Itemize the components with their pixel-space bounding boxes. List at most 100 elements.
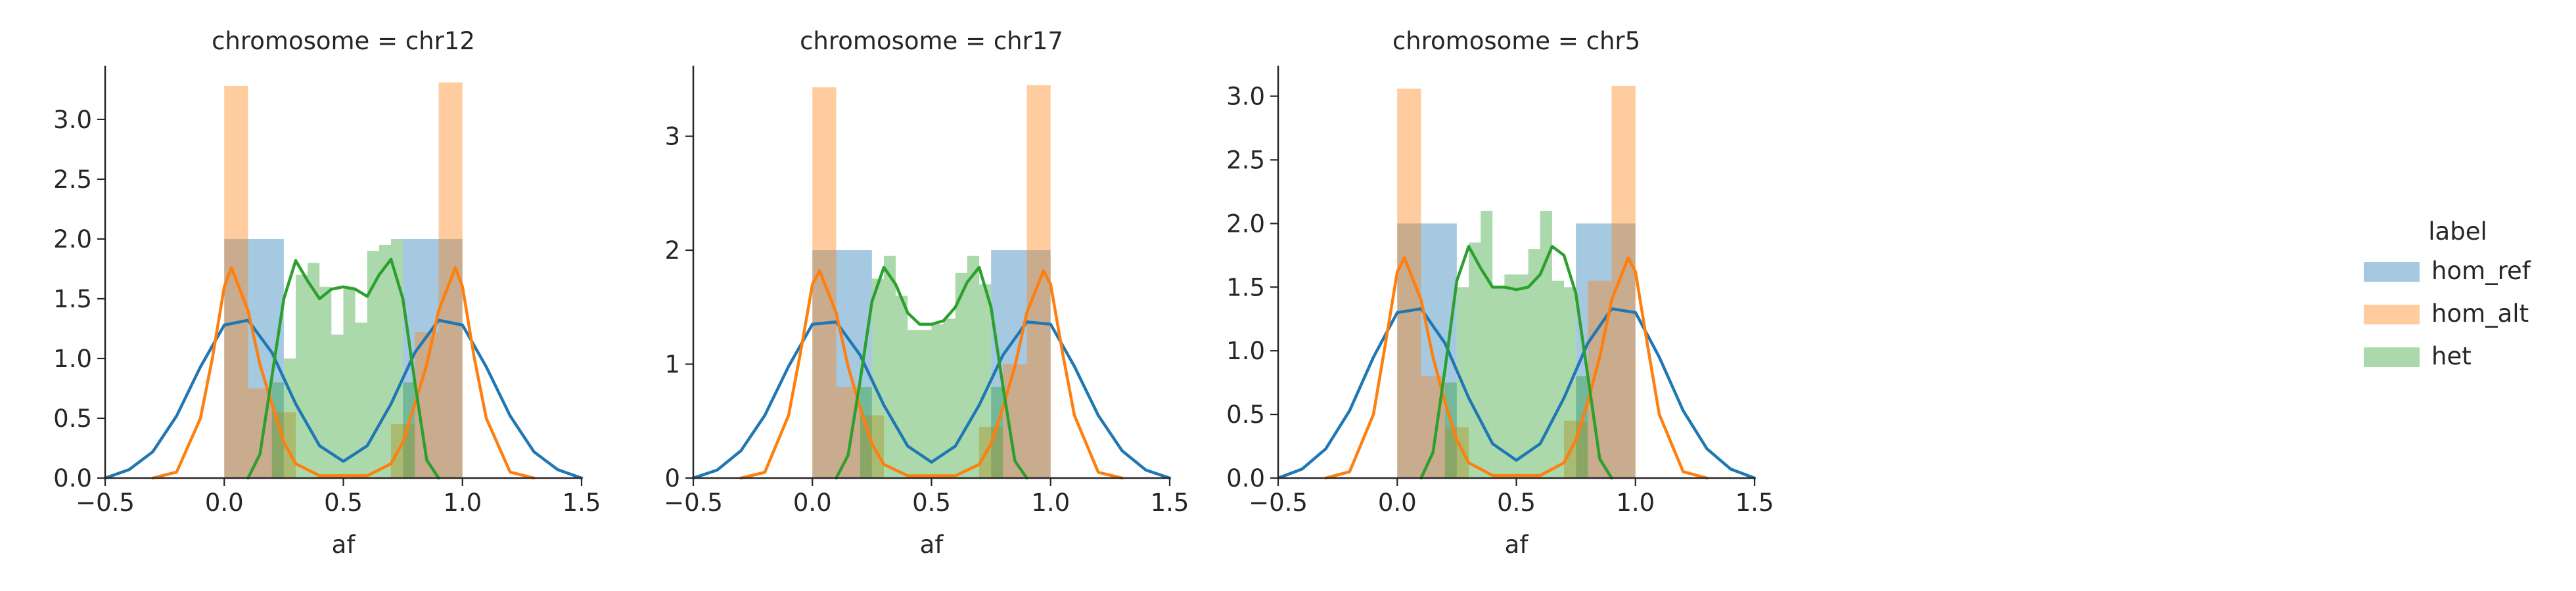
x-axis-label: af: [1505, 531, 1529, 559]
hist-bar-hom_alt-3: [1564, 420, 1588, 478]
y-tick-label: 0.5: [1226, 401, 1265, 429]
hist-bar-het-9: [379, 245, 391, 478]
hist-bar-het-8: [1540, 210, 1552, 478]
kde-line-het: [1419, 244, 1613, 480]
x-tick-label: 0.0: [1378, 489, 1417, 517]
x-tick-label: 0.5: [324, 489, 363, 517]
y-tick-label: 1.5: [1226, 273, 1265, 301]
x-tick-label: 1.0: [443, 489, 482, 517]
hist-bar-het-7: [1528, 249, 1540, 478]
hist-bar-hom_alt-5: [1611, 86, 1636, 479]
kde-line-hom_ref: [103, 318, 584, 480]
hist-bar-het-8: [367, 251, 379, 478]
hist-bar-het-6: [931, 324, 944, 478]
facet-panels: −0.5 0.0 0.5 1.0 1.50.00.51.01.52.02.53.0chr…: [53, 27, 1774, 559]
hist-bar-het-4: [319, 286, 332, 478]
hist-bar-het-5: [919, 330, 932, 478]
y-tick-label: 0.0: [1226, 464, 1265, 492]
x-axis-label: af: [920, 531, 944, 559]
x-tick-label: 0.0: [205, 489, 244, 517]
hist-bar-het-2: [1469, 242, 1481, 478]
hist-bar-het-2: [884, 255, 896, 478]
y-tick-label: 1.5: [53, 285, 92, 313]
hist-bar-hom_alt-0: [1397, 88, 1421, 478]
legend-swatch: [2364, 262, 2420, 282]
hist-bar-het-5: [1504, 274, 1517, 478]
y-tick-label: 0.0: [53, 464, 92, 492]
hist-bar-het-3: [896, 296, 908, 478]
x-tick-label: 0.0: [793, 489, 832, 517]
y-tick-label: 3: [664, 123, 680, 151]
kde-line-hom_alt: [739, 269, 1124, 480]
hist-bar-het-1: [871, 278, 884, 478]
y-tick-label: 1.0: [1226, 337, 1265, 365]
y-tick-label: 3.0: [53, 106, 92, 134]
hist-bar-het-6: [1516, 274, 1529, 478]
kde-line-hom_alt: [1324, 256, 1709, 480]
x-tick-label: 1.5: [1151, 489, 1189, 517]
hist-bar-het-9: [1552, 280, 1564, 478]
x-tick-label: 1.5: [563, 489, 601, 517]
facet-title: chromosome = chr12: [212, 27, 475, 55]
hist-bar-het-9: [967, 255, 979, 478]
legend-swatch: [2364, 305, 2420, 324]
legend-title: label: [2428, 217, 2487, 246]
y-tick-label: 2.5: [53, 165, 92, 194]
hist-bar-het-11: [1576, 376, 1588, 478]
y-tick-label: 3.0: [1226, 83, 1265, 111]
hist-bar-het-7: [943, 318, 955, 478]
legend-item-hom_ref: hom_ref: [2364, 257, 2531, 285]
x-tick-label: 0.5: [1497, 489, 1536, 517]
hist-bar-het-10: [979, 284, 992, 478]
kde-line-het: [246, 257, 440, 480]
facet-1: −0.5 0.0 0.5 1.0 1.50.00.51.01.52.02.53.0chr…: [53, 27, 601, 559]
legend-label: het: [2431, 342, 2472, 370]
legend-item-hom_alt: hom_alt: [2364, 299, 2529, 328]
facet-3: −0.5 0.0 0.5 1.0 1.50.00.51.01.52.02.53.0chr…: [1226, 27, 1774, 559]
x-tick-label: 1.0: [1031, 489, 1070, 517]
hist-bar-het-2: [296, 274, 308, 478]
legend-item-het: het: [2364, 342, 2472, 370]
hist-bar-het-7: [355, 322, 367, 478]
hist-bar-het-11: [991, 387, 1003, 478]
kde-line-hom_ref: [691, 320, 1172, 480]
y-tick-label: 2.5: [1226, 146, 1265, 174]
hist-bar-het-0: [271, 382, 284, 478]
y-tick-label: 2.0: [53, 225, 92, 253]
hist-bar-hom_alt-3: [391, 424, 415, 478]
facet-2: −0.5 0.0 0.5 1.0 1.5 0 1 2 3 chromosome = chr17 af: [664, 27, 1189, 559]
x-tick-label: 1.5: [1736, 489, 1774, 517]
hist-bar-het-10: [391, 238, 403, 478]
y-tick-label: 2.0: [1226, 209, 1265, 238]
kde-line-hom_alt: [151, 266, 536, 480]
y-tick-label: 1: [664, 351, 680, 379]
x-tick-label: −0.5: [664, 489, 723, 517]
y-tick-label: 2: [664, 236, 680, 265]
y-tick-label: 0.5: [53, 405, 92, 433]
hist-bar-het-6: [343, 286, 356, 478]
hist-bar-het-3: [308, 263, 320, 478]
x-tick-label: 1.0: [1616, 489, 1655, 517]
x-tick-label: −0.5: [1249, 489, 1308, 517]
legend-label: hom_ref: [2431, 257, 2531, 285]
hist-bar-het-11: [403, 382, 415, 478]
legend-swatch: [2364, 347, 2420, 367]
legend-label: hom_alt: [2431, 299, 2529, 328]
hist-bar-het-4: [908, 330, 920, 478]
y-tick-label: 1.0: [53, 345, 92, 373]
hist-bar-het-5: [331, 334, 344, 478]
x-tick-label: −0.5: [76, 489, 135, 517]
kde-line-het: [835, 265, 1028, 480]
hist-bar-hom_alt-3: [979, 426, 1003, 478]
kde-line-hom_ref: [1276, 307, 1757, 480]
hist-bar-het-0: [860, 387, 872, 478]
facet-title: chromosome = chr5: [1392, 27, 1640, 55]
hist-bar-het-4: [1492, 287, 1505, 478]
hist-bar-het-8: [955, 273, 967, 478]
x-axis-label: af: [332, 531, 356, 559]
y-tick-label: 0: [664, 464, 680, 492]
hist-bar-het-3: [1481, 210, 1493, 478]
